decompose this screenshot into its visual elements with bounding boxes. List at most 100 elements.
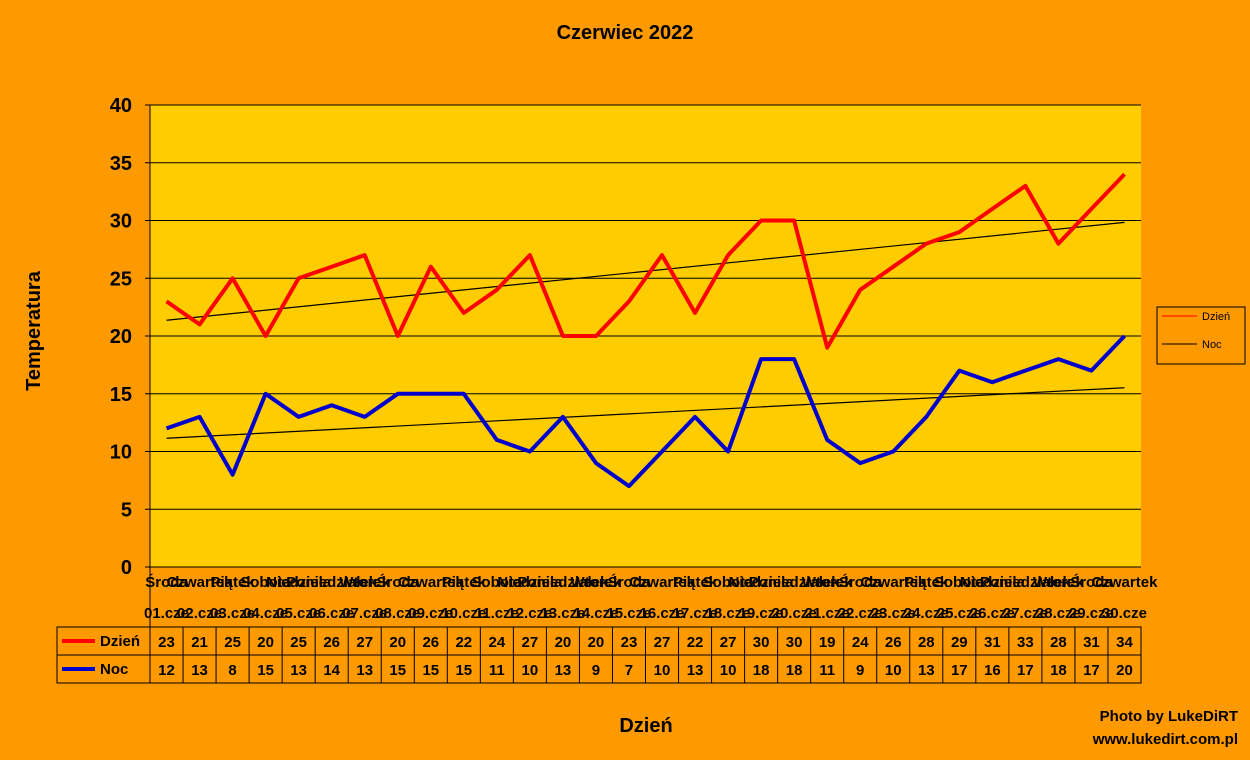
table-cell: 15 bbox=[455, 662, 472, 679]
x-category-day: Czwartek bbox=[860, 574, 927, 591]
table-cell: 22 bbox=[455, 634, 472, 651]
x-category-day: Poniedziałek bbox=[980, 574, 1072, 591]
y-tick-label: 0 bbox=[121, 557, 132, 579]
x-category-date: 16.cze bbox=[639, 605, 684, 622]
y-axis-title: Temperatura bbox=[23, 270, 45, 391]
x-category-day: Sobota bbox=[703, 574, 754, 591]
y-axis-ticks: 0 5 10 15 20 25 30 35 40 bbox=[110, 95, 132, 579]
x-category-day: Sobota bbox=[471, 574, 522, 591]
x-category-day: Wtorek bbox=[339, 574, 390, 591]
x-category-day: Środa bbox=[608, 573, 651, 591]
table-cell: 26 bbox=[323, 634, 340, 651]
table-cell: 18 bbox=[753, 662, 770, 679]
x-category-day: Poniedziałek bbox=[517, 574, 609, 591]
x-axis-categories: Środa 01.cze Czwartek 02.cze Piątek 03.cze Sob… bbox=[144, 573, 1158, 622]
table-cell: 26 bbox=[885, 634, 902, 651]
x-category-day: Czwartek bbox=[398, 574, 465, 591]
y-tick-label: 10 bbox=[110, 442, 132, 464]
x-category-day: Czwartek bbox=[1092, 574, 1159, 591]
y-tick-label: 5 bbox=[121, 499, 132, 521]
x-category-date: 02.cze bbox=[177, 605, 222, 622]
x-category-day: Sobota bbox=[240, 574, 291, 591]
table-cell: 29 bbox=[951, 634, 968, 651]
x-category-date: 20.cze bbox=[772, 605, 817, 622]
x-category-day: Niedziela bbox=[960, 574, 1026, 591]
legend: Dzień Noc bbox=[1156, 306, 1246, 365]
table-cell: 8 bbox=[228, 662, 236, 679]
y-tick-label: 25 bbox=[110, 268, 132, 290]
x-category-date: 27.cze bbox=[1003, 605, 1048, 622]
x-category-date: 04.cze bbox=[243, 605, 288, 622]
table-cell: 10 bbox=[885, 662, 902, 679]
table-cell: 30 bbox=[753, 634, 770, 651]
table-cell: 20 bbox=[555, 634, 572, 651]
x-category-date: 03.cze bbox=[210, 605, 255, 622]
x-category-date: 05.cze bbox=[276, 605, 321, 622]
x-category-date: 12.cze bbox=[507, 605, 552, 622]
y-tick-label: 40 bbox=[110, 95, 132, 117]
table-cell: 28 bbox=[918, 634, 935, 651]
table-cell: 24 bbox=[489, 634, 506, 651]
data-table: Dzień 23 21 25 20 25 26 27 20 26 22 24 27 20 20 23 27 22 2… bbox=[56, 567, 1142, 684]
table-series-name: Dzień bbox=[100, 633, 140, 650]
x-category-date: 17.cze bbox=[673, 605, 718, 622]
table-cell: 19 bbox=[819, 634, 836, 651]
table-cell: 10 bbox=[720, 662, 737, 679]
table-cell: 31 bbox=[984, 634, 1001, 651]
x-category-date: 26.cze bbox=[970, 605, 1015, 622]
y-tick-label: 20 bbox=[110, 326, 132, 348]
table-cell: 18 bbox=[1050, 662, 1067, 679]
x-category-day: Piątek bbox=[673, 574, 718, 591]
table-cell: 13 bbox=[555, 662, 572, 679]
x-category-date: 23.cze bbox=[871, 605, 916, 622]
trendline-dzien bbox=[166, 221, 1125, 321]
table-cell: 11 bbox=[489, 662, 505, 679]
table-cell: 17 bbox=[1017, 662, 1034, 679]
table-cell: 14 bbox=[323, 662, 340, 679]
table-cell: 13 bbox=[918, 662, 935, 679]
x-category-date: 01.cze bbox=[144, 605, 189, 622]
table-cell: 17 bbox=[1083, 662, 1100, 679]
table-cell: 30 bbox=[786, 634, 803, 651]
x-category-day: Sobota bbox=[934, 574, 985, 591]
table-cell: 20 bbox=[257, 634, 274, 651]
table-cell: 22 bbox=[687, 634, 704, 651]
table-cell: 17 bbox=[951, 662, 968, 679]
table-cell: 34 bbox=[1116, 634, 1133, 651]
x-category-day: Środa bbox=[839, 573, 882, 591]
table-cell: 7 bbox=[625, 662, 633, 679]
x-category-day: Wtorek bbox=[571, 574, 622, 591]
x-axis-title: Dzień bbox=[619, 715, 672, 737]
table-cell: 15 bbox=[257, 662, 274, 679]
x-category-date: 15.cze bbox=[606, 605, 651, 622]
x-category-day: Środa bbox=[1070, 573, 1113, 591]
table-cell: 13 bbox=[191, 662, 208, 679]
x-category-date: 14.cze bbox=[573, 605, 618, 622]
x-category-date: 28.cze bbox=[1036, 605, 1081, 622]
x-category-date: 07.cze bbox=[342, 605, 387, 622]
table-cell: 33 bbox=[1017, 634, 1034, 651]
x-category-day: Środa bbox=[145, 573, 188, 591]
x-category-date: 08.cze bbox=[375, 605, 420, 622]
table-cell: 28 bbox=[1050, 634, 1067, 651]
x-category-date: 13.cze bbox=[540, 605, 585, 622]
table-cell: 13 bbox=[290, 662, 307, 679]
x-category-date: 25.cze bbox=[937, 605, 982, 622]
legend-label: Dzień bbox=[1202, 311, 1230, 323]
x-category-date: 18.cze bbox=[706, 605, 751, 622]
table-cell: 27 bbox=[720, 634, 737, 651]
trendlines bbox=[166, 221, 1125, 439]
x-category-date: 24.cze bbox=[904, 605, 949, 622]
x-category-day: Niedziela bbox=[729, 574, 795, 591]
chart-title: Czerwiec 2022 bbox=[557, 22, 694, 44]
table-cell: 20 bbox=[389, 634, 406, 651]
x-category-day: Poniedziałek bbox=[286, 574, 378, 591]
table-cell: 27 bbox=[654, 634, 671, 651]
x-category-date: 09.cze bbox=[408, 605, 453, 622]
table-cell: 13 bbox=[687, 662, 704, 679]
table-cell: 27 bbox=[356, 634, 373, 651]
x-category-date: 06.cze bbox=[309, 605, 354, 622]
x-category-day: Niedziela bbox=[266, 574, 332, 591]
table-cell: 31 bbox=[1083, 634, 1100, 651]
credit-photo-by: Photo by LukeDiRT bbox=[1099, 708, 1238, 725]
